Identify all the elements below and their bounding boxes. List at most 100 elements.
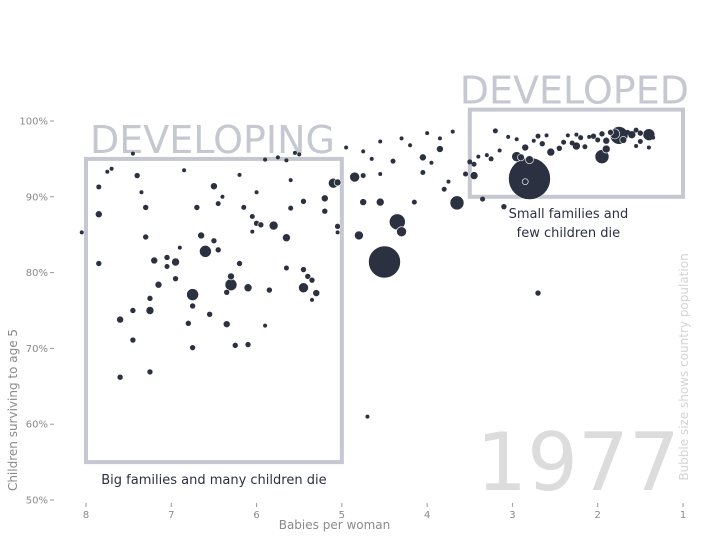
country-bubble[interactable] [646,145,651,150]
country-bubble[interactable] [359,198,367,206]
country-bubble[interactable] [471,161,477,167]
country-bubble[interactable] [538,140,546,148]
country-bubble[interactable] [224,278,238,292]
country-bubble[interactable] [521,178,529,185]
country-bubble[interactable] [300,198,307,205]
country-bubble[interactable] [349,171,360,183]
country-bubble[interactable] [177,245,182,250]
country-bubble[interactable] [420,170,426,176]
country-bubble[interactable] [298,282,309,294]
country-bubble[interactable] [514,137,519,142]
country-bubble[interactable] [437,136,442,141]
country-bubble[interactable] [79,230,84,235]
country-bubble[interactable] [237,172,242,177]
country-bubble[interactable] [241,204,247,210]
country-bubble[interactable] [197,231,205,240]
country-bubble[interactable] [263,157,268,162]
country-bubble[interactable] [361,149,366,154]
country-bubble[interactable] [236,260,243,267]
country-bubble[interactable] [480,196,486,202]
country-bubble[interactable] [185,320,192,327]
country-bubble[interactable] [582,144,588,150]
country-bubble[interactable] [210,182,218,190]
country-bubble[interactable] [297,152,302,157]
country-bubble[interactable] [243,283,253,293]
country-bubble[interactable] [333,178,342,187]
country-bubble[interactable] [164,264,170,270]
country-bubble[interactable] [275,155,280,160]
country-bubble[interactable] [308,276,316,284]
country-bubble[interactable] [254,190,259,195]
country-bubble[interactable] [429,160,434,165]
country-bubble[interactable] [369,156,374,161]
country-bubble[interactable] [321,207,329,215]
country-bubble[interactable] [607,129,614,136]
country-bubble[interactable] [546,147,556,157]
country-bubble[interactable] [441,186,447,192]
country-bubble[interactable] [133,172,141,179]
country-bubble[interactable] [595,137,601,143]
country-bubble[interactable] [587,134,592,139]
country-bubble[interactable] [344,145,349,150]
country-bubble[interactable] [375,197,385,207]
country-bubble[interactable] [109,166,114,171]
country-bubble[interactable] [469,171,479,180]
country-bubble[interactable] [634,144,639,149]
country-bubble[interactable] [396,226,407,237]
country-bubble[interactable] [150,256,159,265]
country-bubble[interactable] [602,136,611,145]
country-bubble[interactable] [368,245,401,279]
country-bubble[interactable] [292,150,297,155]
country-bubble[interactable] [182,168,187,173]
country-bubble[interactable] [492,128,498,134]
country-bubble[interactable] [171,257,180,267]
country-bubble[interactable] [334,223,341,230]
country-bubble[interactable] [227,272,235,281]
country-bubble[interactable] [578,135,584,141]
country-bubble[interactable] [484,153,489,158]
country-bubble[interactable] [94,210,103,219]
country-bubble[interactable] [193,204,201,211]
country-bubble[interactable] [633,127,639,133]
country-bubble[interactable] [360,173,366,179]
country-bubble[interactable] [105,169,110,174]
country-bubble[interactable] [619,136,628,144]
country-bubble[interactable] [467,159,473,165]
country-bubble[interactable] [601,144,611,154]
country-bubble[interactable] [250,229,255,234]
country-bubble[interactable] [534,289,542,297]
country-bubble[interactable] [506,134,511,139]
country-bubble[interactable] [449,195,465,211]
country-bubble[interactable] [130,151,135,156]
country-bubble[interactable] [186,288,199,301]
country-bubble[interactable] [598,130,606,138]
country-bubble[interactable] [145,306,155,315]
country-bubble[interactable] [574,132,579,137]
country-bubble[interactable] [419,153,427,162]
country-bubble[interactable] [222,320,231,328]
country-bubble[interactable] [199,245,212,258]
country-bubble[interactable] [335,230,340,235]
country-bubble[interactable] [425,131,430,136]
country-bubble[interactable] [651,135,656,140]
country-bubble[interactable] [288,178,293,183]
country-bubble[interactable] [390,158,396,164]
country-bubble[interactable] [525,155,534,164]
country-bubble[interactable] [561,139,567,145]
country-bubble[interactable] [590,132,597,140]
country-bubble[interactable] [399,136,404,141]
country-bubble[interactable] [172,275,179,282]
country-bubble[interactable] [284,158,289,163]
country-bubble[interactable] [129,307,137,314]
country-bubble[interactable] [249,214,255,220]
country-bubble[interactable] [637,129,644,137]
country-bubble[interactable] [223,289,231,296]
country-bubble[interactable] [231,342,239,349]
country-bubble[interactable] [556,144,563,152]
country-bubble[interactable] [189,344,196,351]
country-bubble[interactable] [96,184,102,190]
country-bubble[interactable] [378,172,383,177]
country-bubble[interactable] [411,199,417,205]
country-bubble[interactable] [288,205,294,211]
country-bubble[interactable] [139,190,144,195]
